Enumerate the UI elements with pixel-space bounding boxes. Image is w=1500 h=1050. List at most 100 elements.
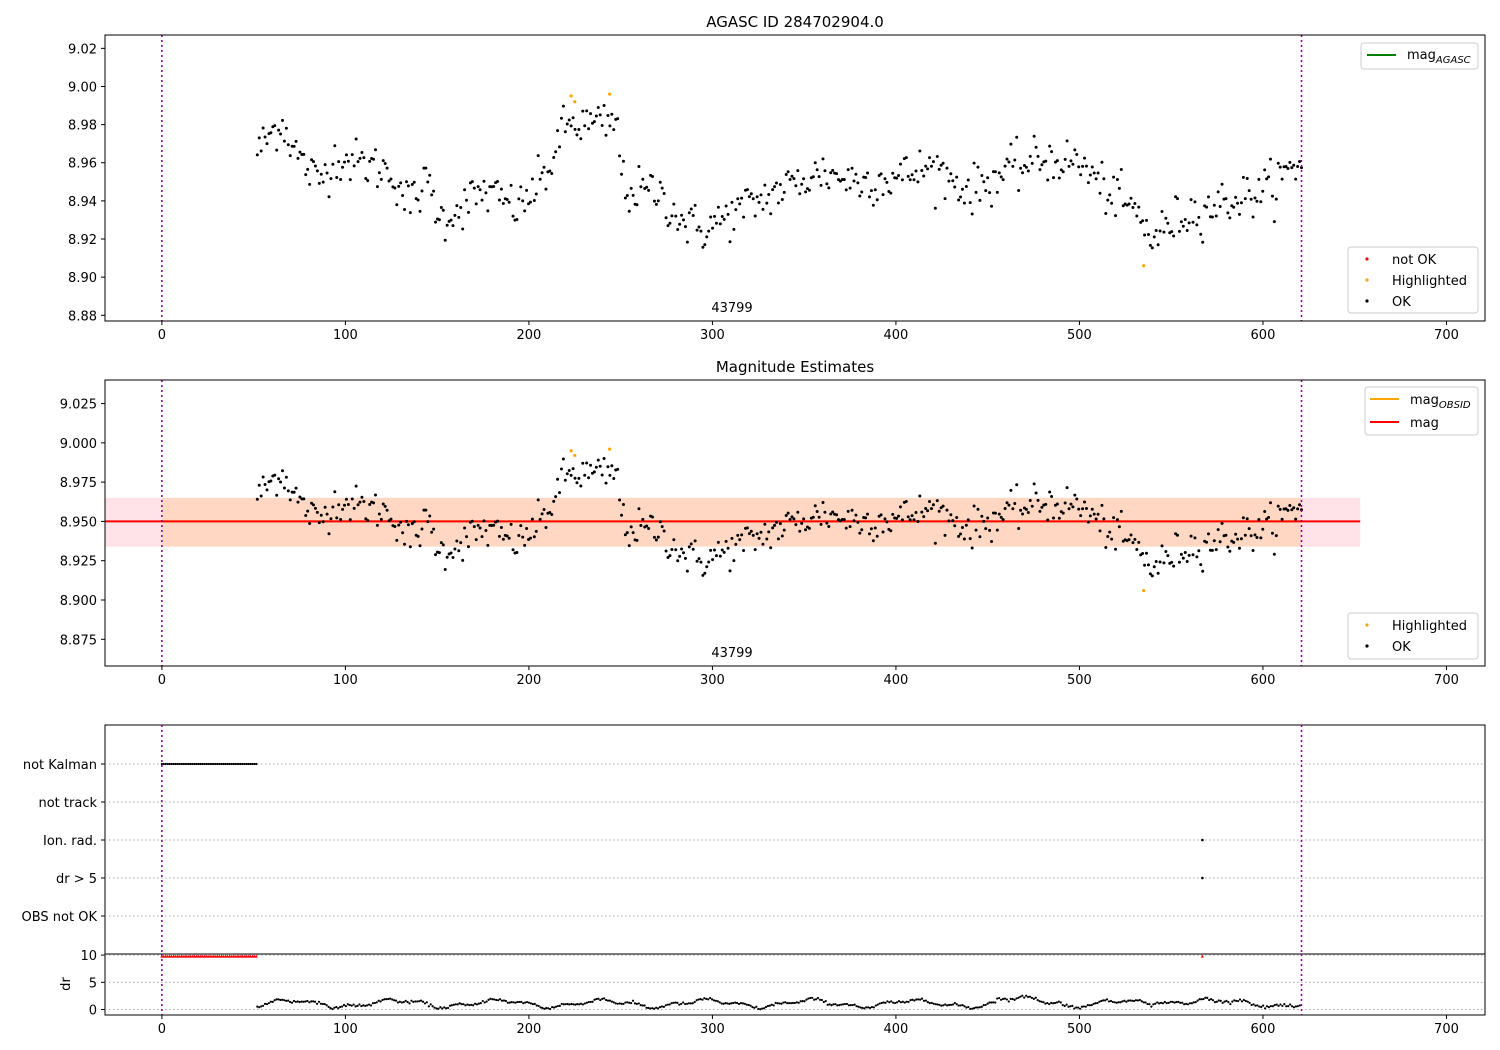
dr-point <box>1225 999 1228 1003</box>
legend-mag-agasc: mag <box>1407 48 1436 63</box>
dr-point <box>472 1004 475 1007</box>
estimate-point-119 <box>486 543 490 547</box>
agasc-point-395 <box>1021 171 1025 175</box>
dr-xtick-label-300: 300 <box>700 1022 725 1037</box>
dr-point <box>645 1006 648 1009</box>
dr-point <box>1156 1001 1159 1004</box>
estimate-point-497 <box>1218 540 1222 544</box>
top-xtick-label-300: 300 <box>700 328 725 343</box>
panel-agasc-magnitude: AGASC ID 284702904.0 43799 0 100 200 300 400… <box>68 13 1486 343</box>
dr-point <box>1032 997 1035 1000</box>
dr-point <box>1092 1002 1095 1006</box>
dr-point <box>949 1003 953 1006</box>
dr-point <box>419 999 423 1002</box>
estimate-point-523 <box>1268 501 1272 505</box>
dr-point <box>664 1004 667 1007</box>
estimate-point-12 <box>279 480 283 484</box>
dr-point <box>1279 1003 1282 1006</box>
agasc-point-274 <box>786 170 790 174</box>
agasc-point-21 <box>296 156 300 160</box>
dr-point <box>1100 999 1103 1003</box>
agasc-point-272 <box>782 190 786 194</box>
agasc-point-445 <box>1117 186 1121 190</box>
estimate-point-91 <box>432 527 436 531</box>
agasc-point-529 <box>1280 177 1284 181</box>
dr-point <box>287 999 290 1002</box>
dr-point <box>385 998 388 1001</box>
dr-point <box>258 1006 261 1009</box>
estimate-point-369 <box>970 546 974 550</box>
dr-point <box>1262 1004 1265 1007</box>
dr-point <box>1265 1005 1269 1008</box>
agasc-point-181 <box>606 113 610 117</box>
dr-point <box>585 1001 588 1004</box>
agasc-point-57 <box>366 179 370 183</box>
agasc-point-297 <box>831 168 835 172</box>
agasc-point-498 <box>1220 182 1224 186</box>
top-ytick-label-5: 8.98 <box>68 119 97 134</box>
agasc-point-291 <box>819 183 823 187</box>
agasc-point-360 <box>953 185 957 189</box>
agasc-point-192 <box>627 209 631 213</box>
dr-point <box>408 1002 411 1005</box>
dr-point <box>498 998 502 1001</box>
agasc-point-476 <box>1177 229 1181 233</box>
dr-point <box>876 1003 879 1006</box>
estimate-point-484 <box>1193 536 1197 540</box>
estimate-highlighted-1 <box>573 453 577 458</box>
flag-not-kalman-point <box>208 762 212 766</box>
dr-point <box>857 1005 860 1008</box>
estimate-point-204 <box>651 515 655 519</box>
estimate-point-186 <box>616 467 620 471</box>
estimate-point-468 <box>1162 561 1166 565</box>
agasc-point-447 <box>1121 204 1125 208</box>
agasc-point-276 <box>790 174 794 178</box>
estimate-point-490 <box>1205 540 1209 544</box>
dr-point <box>1030 996 1034 999</box>
estimate-point-391 <box>1013 501 1017 505</box>
dr-point <box>1202 997 1205 1001</box>
agasc-point-251 <box>742 215 746 219</box>
estimate-point-421 <box>1071 505 1075 509</box>
estimate-point-400 <box>1030 504 1034 508</box>
estimate-point-271 <box>780 534 784 538</box>
dr-point <box>830 1004 833 1007</box>
flag-not-kalman-point <box>164 762 167 766</box>
legend-mag: mag <box>1410 416 1439 431</box>
estimate-point-352 <box>937 509 941 513</box>
agasc-point-362 <box>957 198 961 202</box>
dr-point <box>576 1003 579 1006</box>
dr-point <box>290 1001 294 1004</box>
dr-point <box>716 1000 719 1003</box>
agasc-point-45 <box>342 160 346 164</box>
flag-not-kalman-point <box>187 762 190 766</box>
dr-point <box>377 999 380 1002</box>
dr-point <box>302 1000 305 1003</box>
dr-point <box>865 1006 868 1009</box>
agasc-point-374 <box>980 173 984 177</box>
estimate-point-431 <box>1090 507 1094 511</box>
dr-point <box>705 997 708 1001</box>
dr-point <box>622 1002 625 1006</box>
dr-point <box>1157 1002 1161 1005</box>
dr-point <box>936 1003 939 1006</box>
top-xtick-label-500: 500 <box>1067 328 1092 343</box>
agasc-point-207 <box>656 199 660 203</box>
dr-point <box>1134 999 1138 1002</box>
dr-point <box>647 1006 650 1010</box>
dr-ytick-label-1: 5 <box>89 976 97 991</box>
estimate-point-488 <box>1201 569 1205 573</box>
agasc-point-160 <box>565 122 569 126</box>
dr-point <box>1208 998 1211 1002</box>
agasc-point-467 <box>1160 210 1164 214</box>
dr-xtick-label-500: 500 <box>1067 1022 1092 1037</box>
flag-not-kalman-point <box>197 762 200 766</box>
estimate-point-299 <box>835 513 839 517</box>
dr-point <box>934 1003 937 1006</box>
dr-point <box>350 1004 353 1007</box>
dr-point <box>352 1003 355 1006</box>
top-ytick-label-2: 8.92 <box>68 233 97 248</box>
dr-point <box>670 1002 673 1005</box>
